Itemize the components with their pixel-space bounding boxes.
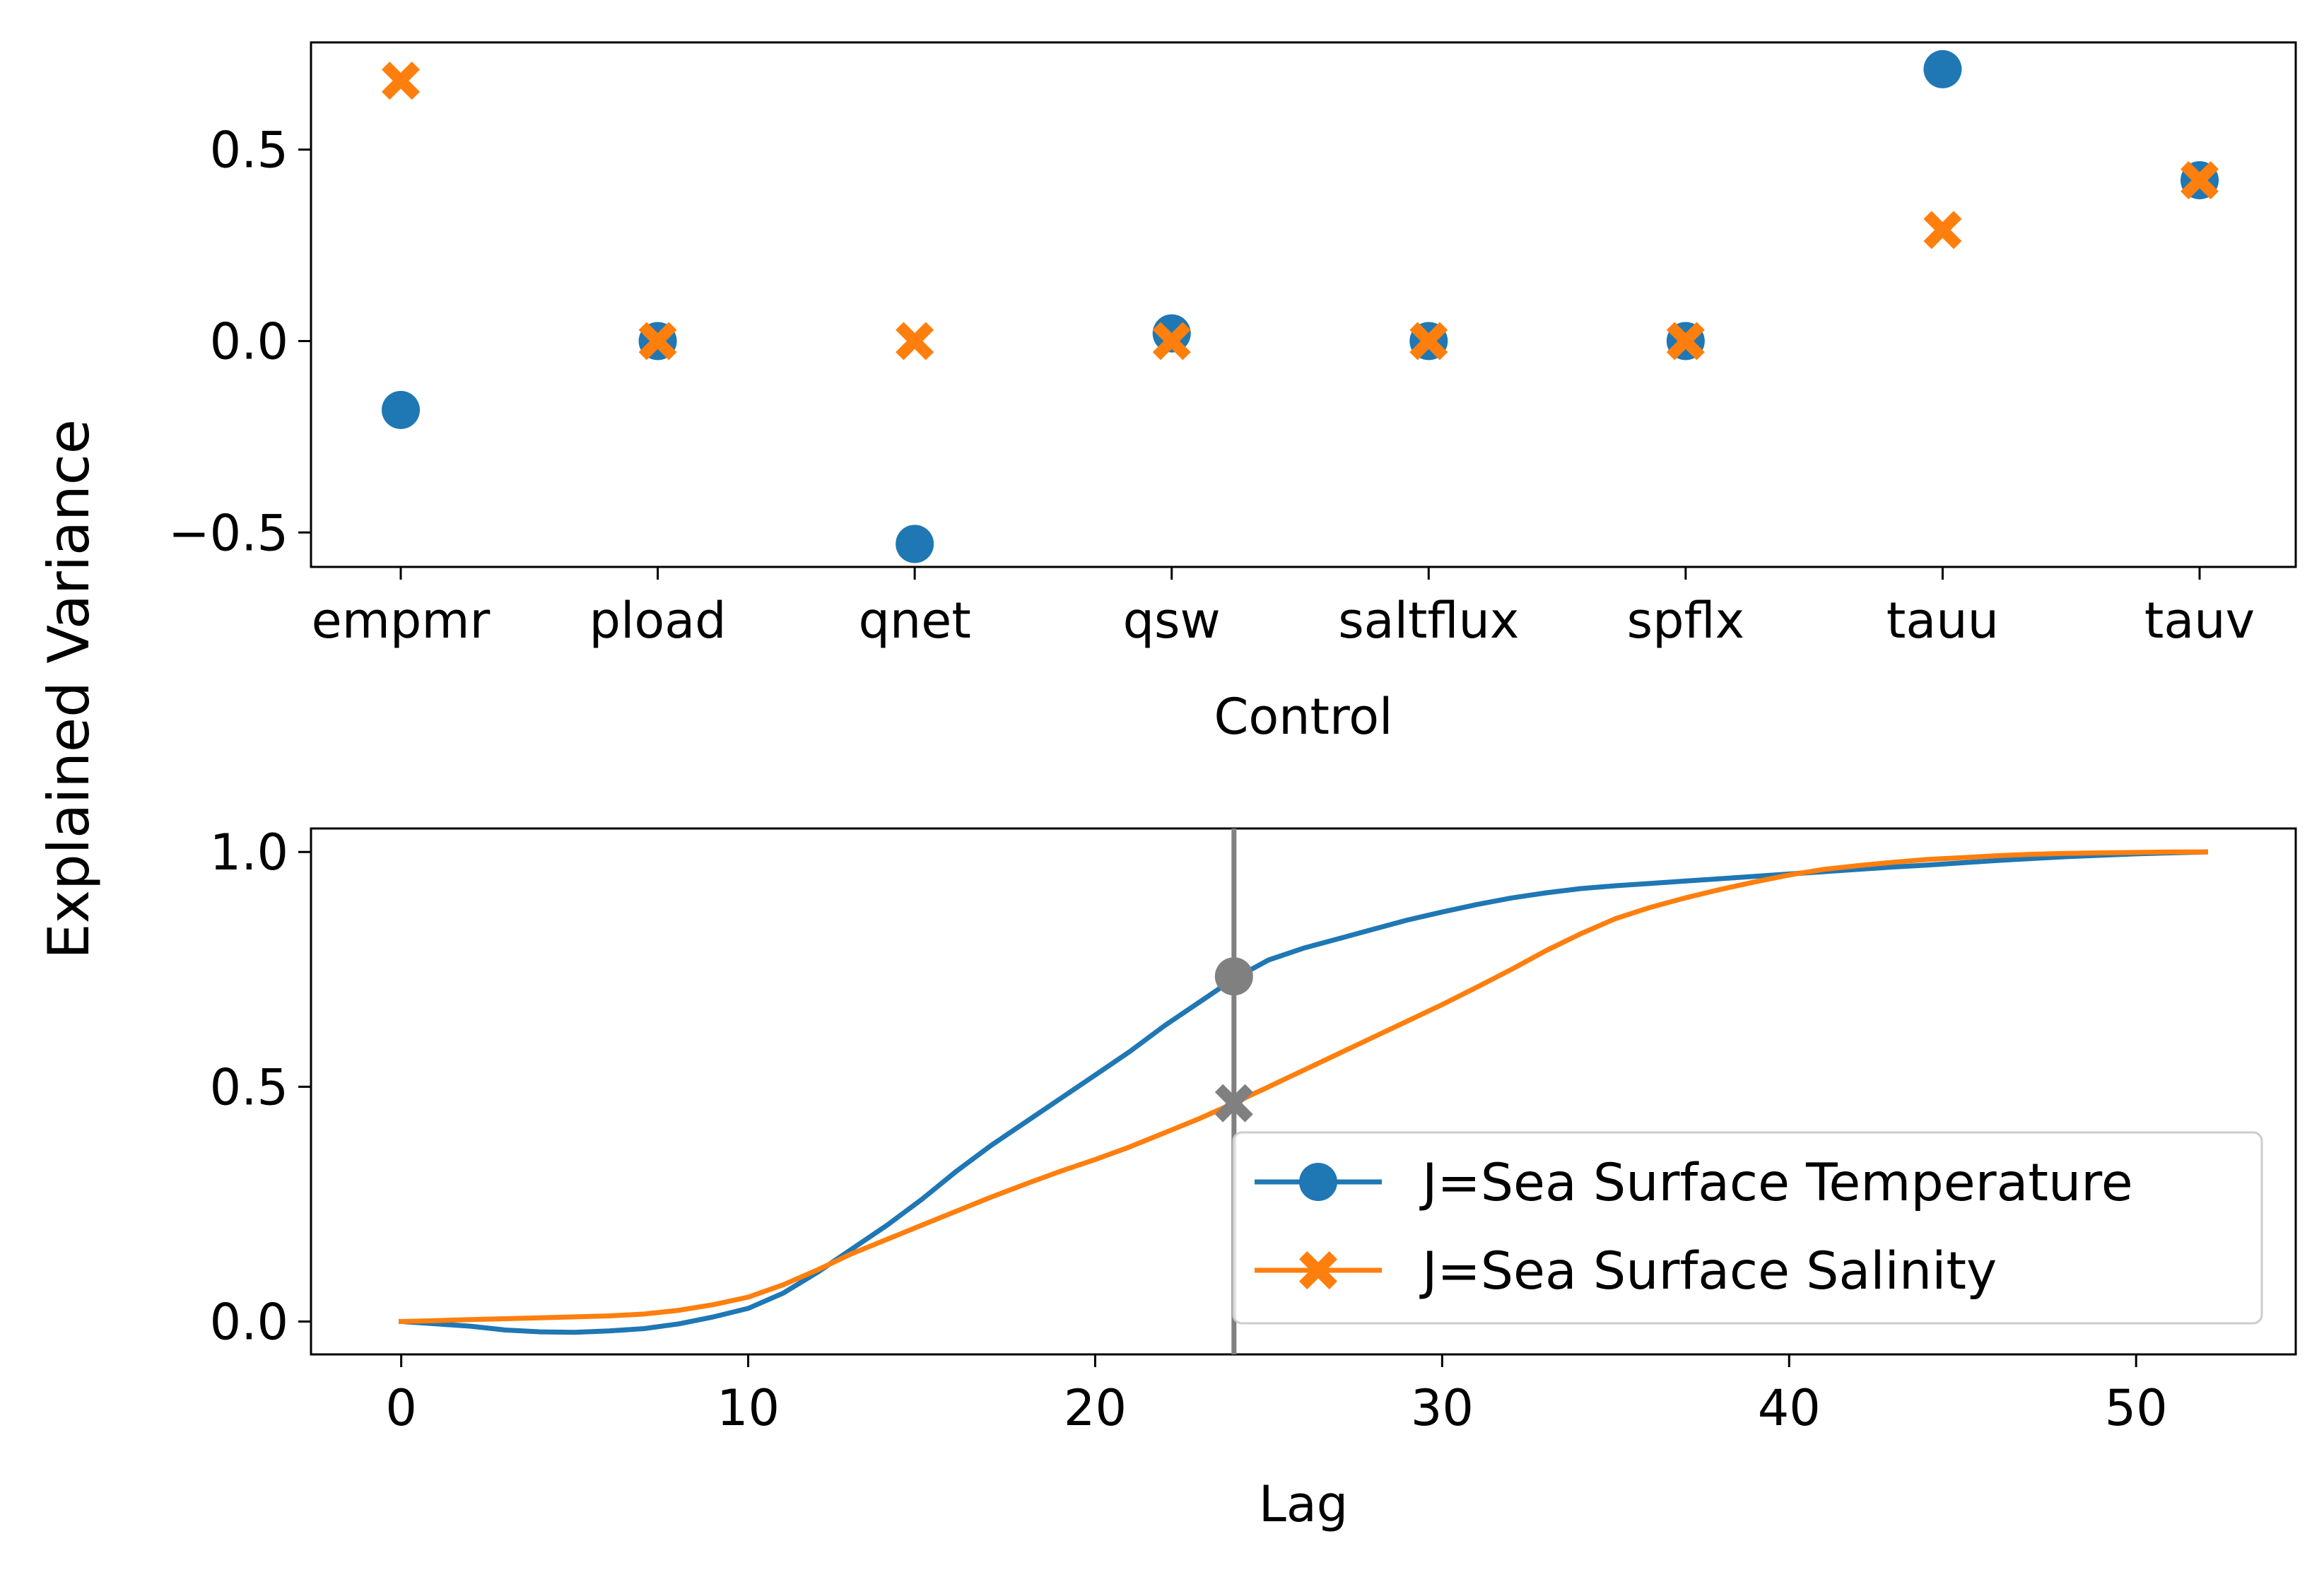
scatter-point-x (1923, 211, 1962, 250)
x-tick-label: saltflux (1338, 592, 1519, 650)
line-series (398, 849, 2208, 1335)
x-tick-label: tauu (1886, 592, 1999, 650)
line-axes-frame (310, 827, 2297, 1356)
scatter-point-x (382, 61, 420, 100)
scatter-point-x (1152, 322, 1191, 361)
scatter-point-x (638, 322, 677, 361)
x-tick-label: 50 (2105, 1379, 2168, 1437)
scatter-x-axis-label: Control (1214, 688, 1392, 746)
lag-highlight-points (1214, 957, 1253, 1123)
y-tick-label: 1.0 (210, 824, 288, 881)
legend-label: J=Sea Surface Salinity (1419, 1241, 1997, 1301)
scatter-y-ticks: −0.5 0.0 0.5 (168, 122, 311, 562)
series-line-temperature (398, 849, 2208, 1335)
line-x-axis-label: Lag (1259, 1475, 1348, 1533)
scatter-point-circle (1923, 49, 1962, 88)
legend-label: J=Sea Surface Temperature (1419, 1153, 2133, 1213)
shared-y-axis-label: Explained Variance (36, 419, 102, 959)
legend: J=Sea Surface Temperature J=Sea Surface S… (1232, 1131, 2263, 1325)
x-tick-label: 10 (717, 1379, 780, 1437)
x-tick-label: spflx (1627, 592, 1744, 650)
scatter-point-circle (896, 525, 934, 563)
x-tick-label: pload (589, 592, 727, 650)
highlight-point-x (1214, 1084, 1253, 1123)
scatter-axes-frame (310, 41, 2297, 568)
scatter-x-ticks: empmr pload qnet qsw saltflux spflx tauu tauv (312, 567, 2255, 650)
x-tick-label: 40 (1758, 1379, 1821, 1437)
x-tick-label: qsw (1123, 592, 1221, 650)
line-panel: 0.0 0.5 1.0 0 10 20 30 40 50 Lag J=Sea Surface … (210, 824, 2297, 1533)
x-tick-label: 20 (1064, 1379, 1127, 1437)
x-tick-label: qnet (858, 592, 970, 650)
y-tick-label: 0.5 (210, 1058, 288, 1116)
y-tick-label: 0.0 (210, 1294, 288, 1352)
scatter-point-x (896, 322, 934, 361)
scatter-point-x (2181, 160, 2219, 199)
y-tick-label: 0.0 (210, 312, 288, 370)
legend-marker-circle (1299, 1163, 1337, 1201)
legend-marker-x (1299, 1251, 1337, 1289)
series-line-salinity (399, 849, 2208, 1325)
scatter-panel: −0.5 0.0 0.5 empmr pload qnet qsw saltflux spfl… (168, 41, 2297, 746)
scatter-point-circle (382, 390, 420, 429)
x-tick-label: tauv (2144, 592, 2255, 650)
legend-box (1232, 1131, 2263, 1325)
scatter-point-x (1409, 322, 1448, 361)
line-y-ticks: 0.0 0.5 1.0 (210, 824, 311, 1352)
x-tick-label: 0 (385, 1379, 417, 1437)
scatter-marks (382, 49, 2219, 563)
line-x-ticks: 0 10 20 30 40 50 (385, 1354, 2168, 1437)
x-tick-label: empmr (312, 592, 491, 650)
x-tick-label: 30 (1411, 1379, 1474, 1437)
scatter-point-x (1666, 322, 1705, 361)
y-tick-label: 0.5 (210, 122, 288, 180)
highlight-point-circle (1214, 957, 1253, 996)
y-tick-label: −0.5 (168, 504, 288, 562)
